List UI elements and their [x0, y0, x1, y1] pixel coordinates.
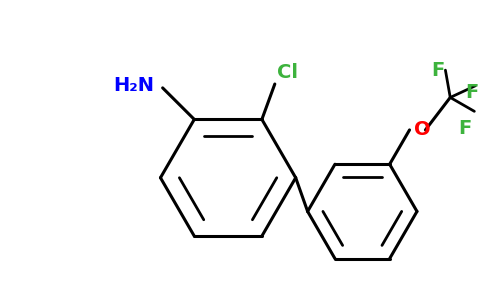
Text: F: F — [458, 119, 471, 138]
Text: H₂N: H₂N — [114, 76, 155, 95]
Text: F: F — [465, 83, 478, 102]
Text: O: O — [413, 120, 430, 140]
Text: Cl: Cl — [277, 63, 298, 82]
Text: F: F — [432, 61, 445, 80]
